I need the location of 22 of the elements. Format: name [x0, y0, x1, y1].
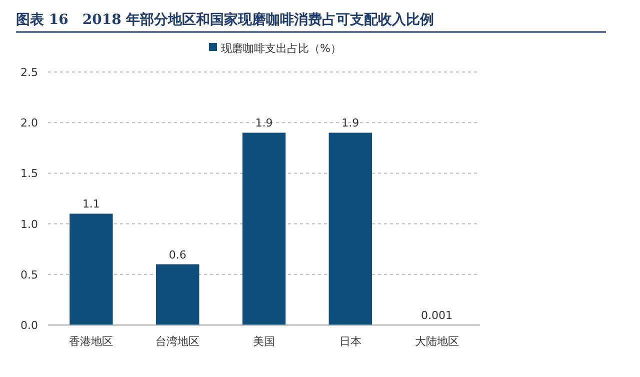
x-tick-label: 大陆地区	[414, 335, 459, 348]
chart-title: 图表 16 2018 年部分地区和国家现磨咖啡消费占可支配收入比例	[16, 11, 434, 28]
y-tick-label: 0.5	[20, 268, 38, 282]
bar	[328, 132, 372, 325]
x-tick-label: 香港地区	[69, 335, 114, 348]
data-label: 1.9	[342, 116, 360, 130]
x-tick-label: 美国	[253, 335, 275, 348]
data-label: 1.1	[82, 198, 100, 211]
x-tick-label: 日本	[339, 335, 362, 348]
bar	[70, 214, 113, 325]
x-tick-label: 台湾地区	[156, 335, 200, 348]
y-tick-label: 0.0	[20, 319, 38, 332]
y-tick-label: 2.5	[20, 66, 38, 79]
legend-label: 现磨咖啡支出占比（%）	[221, 42, 342, 55]
bar	[156, 264, 200, 325]
y-tick-label: 2.0	[20, 116, 38, 130]
bar	[242, 132, 286, 325]
data-label: 0.6	[168, 248, 186, 262]
data-label: 0.001	[421, 308, 453, 322]
data-label: 1.9	[255, 116, 273, 130]
y-tick-label: 1.0	[20, 218, 38, 231]
y-tick-label: 1.5	[20, 167, 38, 180]
